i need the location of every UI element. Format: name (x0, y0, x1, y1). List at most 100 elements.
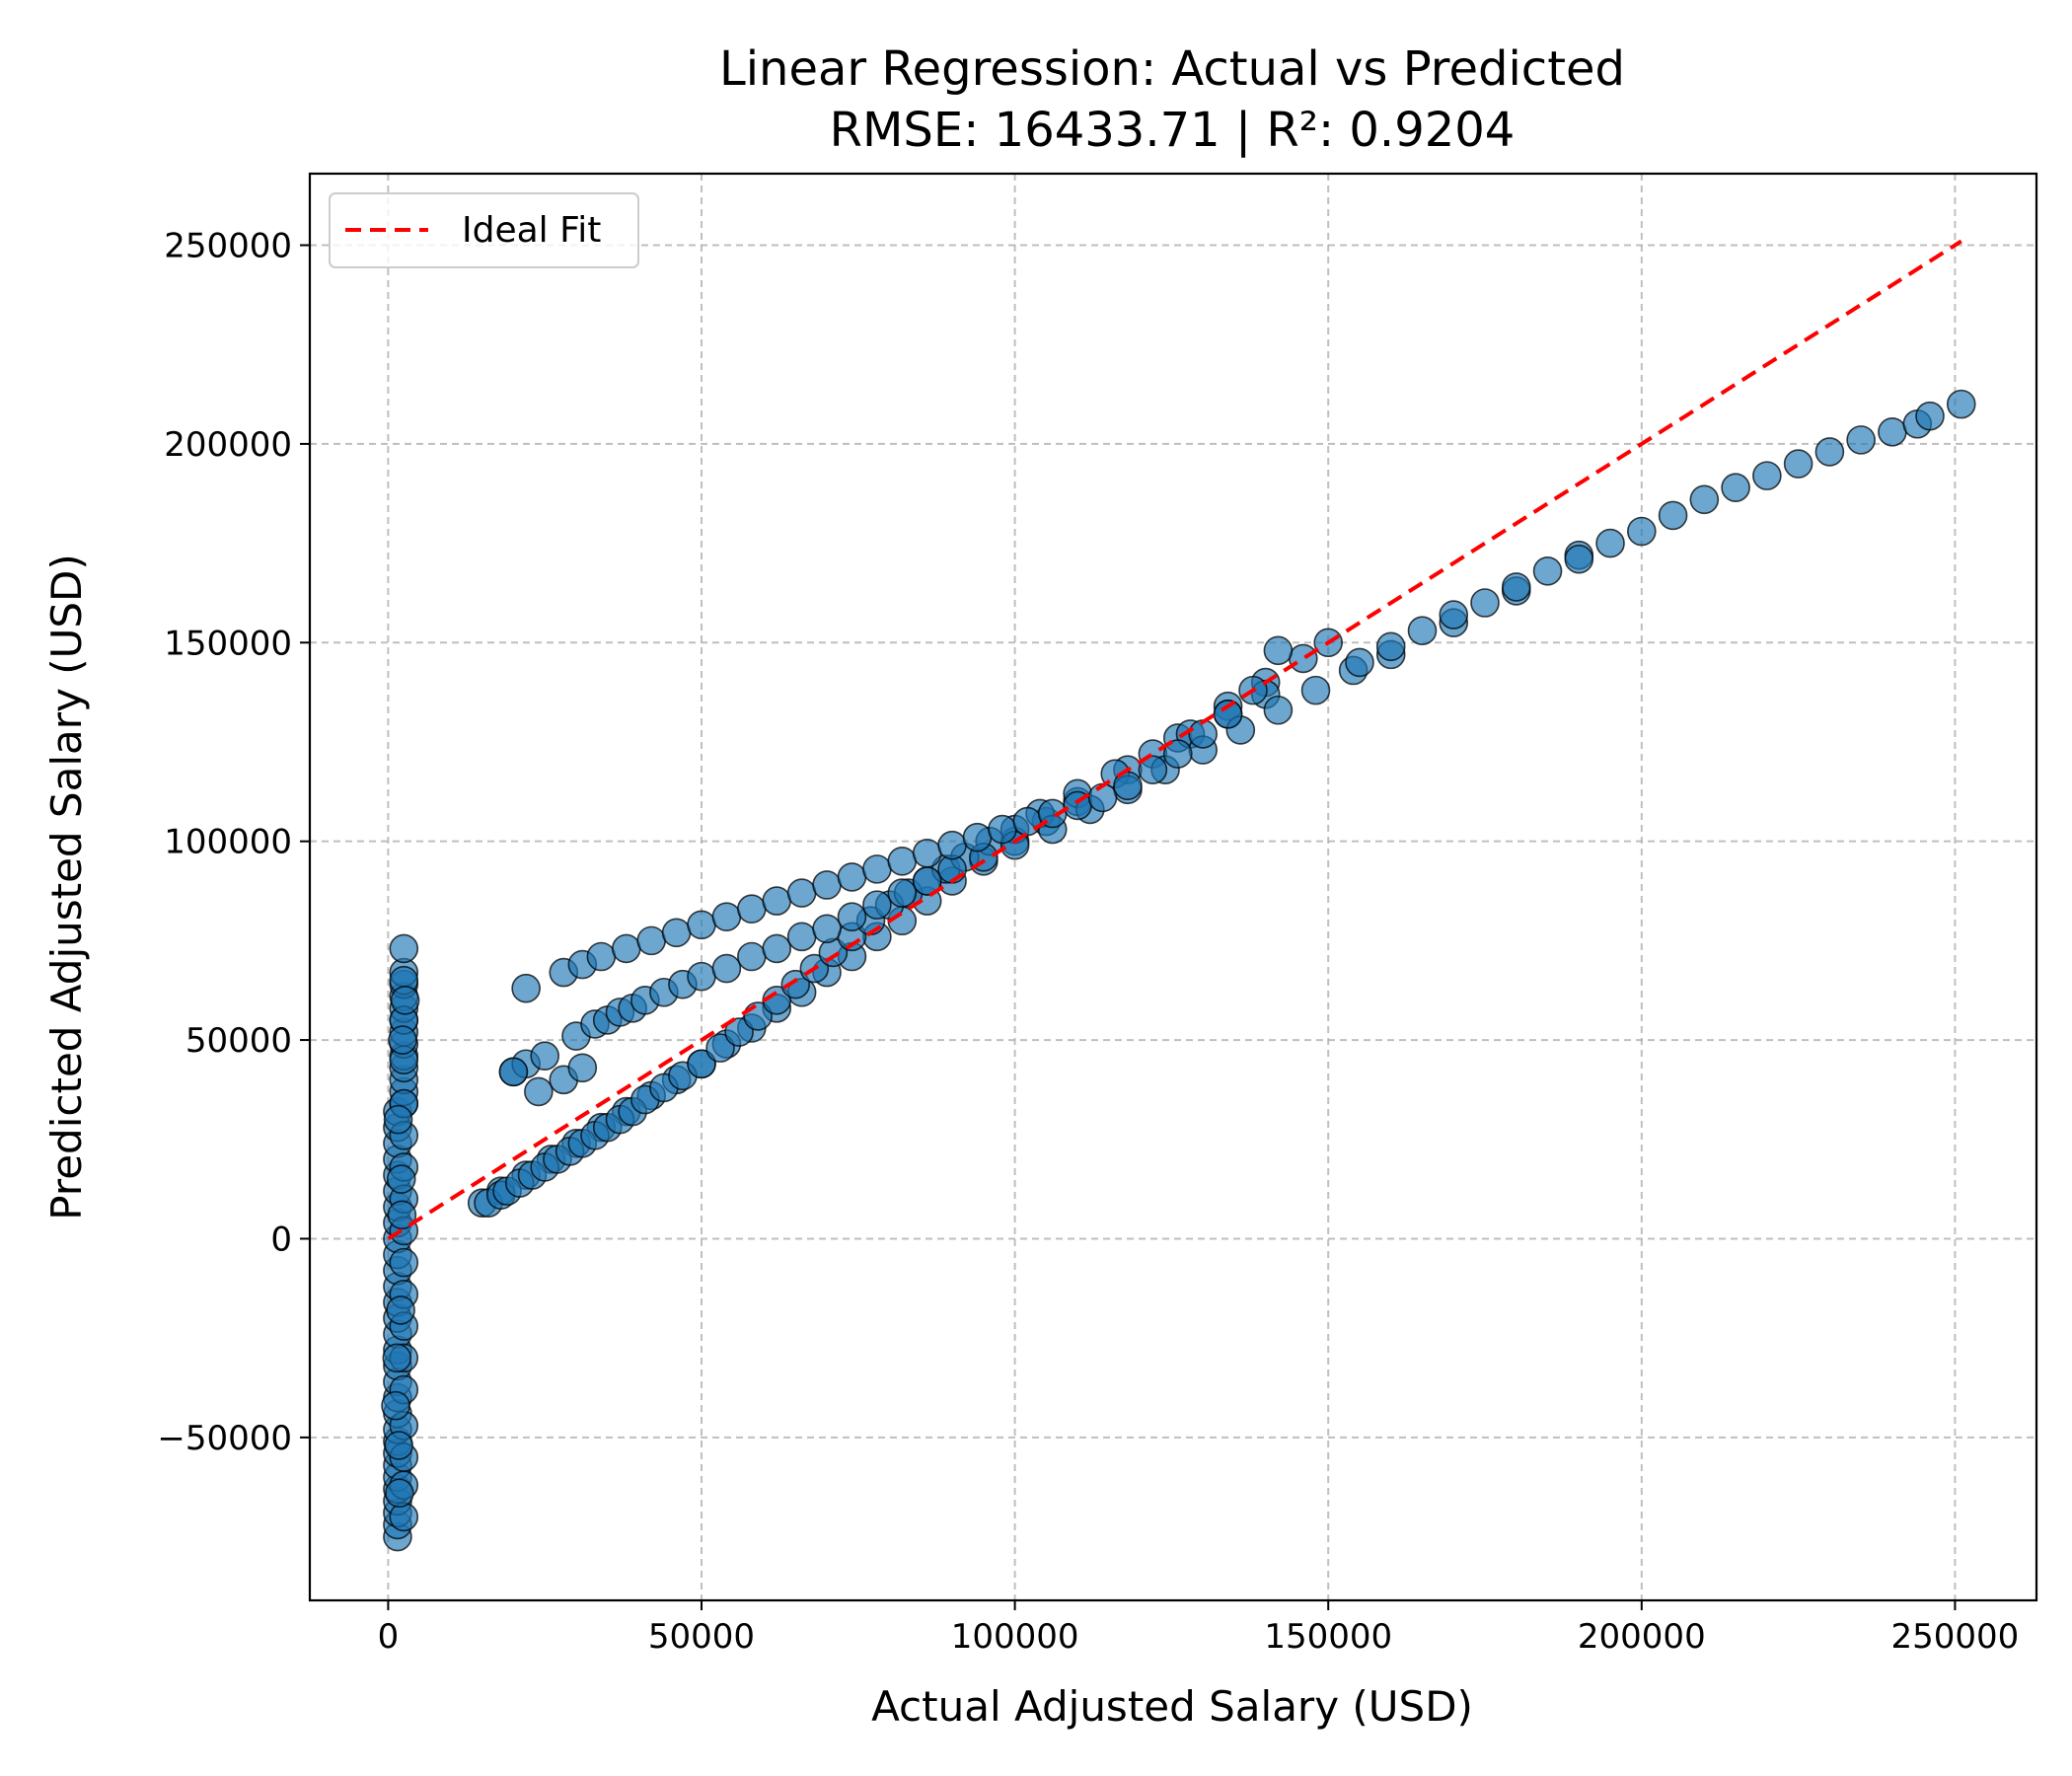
scatter-point (912, 838, 942, 868)
scatter-point (389, 1247, 419, 1278)
x-tick-label: 150000 (1264, 1617, 1392, 1657)
scatter-point (780, 969, 811, 999)
y-tick-label: 200000 (164, 425, 292, 465)
scatter-point (1162, 739, 1193, 769)
scatter-point (711, 902, 742, 932)
scatter-point (1138, 755, 1168, 784)
scatter-point (381, 1390, 410, 1421)
x-tick-label: 50000 (648, 1617, 755, 1657)
scatter-point (661, 918, 692, 948)
scatter-point (1213, 699, 1243, 729)
scatter-point (1627, 516, 1657, 547)
x-tick-label: 0 (378, 1617, 400, 1657)
scatter-point (762, 886, 792, 916)
scatter-point (737, 894, 767, 924)
scatter-point (988, 814, 1017, 845)
scatter-point (1689, 484, 1720, 515)
scatter-point (1878, 417, 1907, 447)
scatter-point (1439, 600, 1469, 629)
scatter-points (381, 389, 1976, 1552)
chart-subtitle: RMSE: 16433.71 | R²: 0.9204 (830, 103, 1516, 158)
scatter-point (687, 961, 716, 992)
x-axis-label: Actual Adjusted Salary (USD) (871, 1682, 1473, 1731)
scatter-point (383, 1104, 413, 1135)
scatter-point (498, 1057, 529, 1087)
scatter-point (705, 1033, 735, 1063)
scatter-point (737, 941, 767, 972)
legend-ideal-fit-label: Ideal Fit (462, 210, 601, 251)
x-tick-label: 100000 (951, 1617, 1079, 1657)
scatter-point (1263, 695, 1294, 725)
plot-area-frame (308, 172, 2038, 1602)
x-tick-label: 250000 (1891, 1617, 2020, 1657)
scatter-point (1721, 473, 1750, 503)
scatter-point (385, 1478, 414, 1509)
scatter-point (1564, 544, 1594, 574)
scatter-point (1532, 555, 1563, 586)
scatter-point (1946, 389, 1976, 419)
scatter-point (1658, 500, 1688, 531)
scatter-point (711, 953, 742, 984)
y-tick-label: 250000 (164, 227, 292, 266)
scatter-point (387, 1200, 417, 1230)
scatter-point (687, 910, 716, 940)
scatter-point (1814, 437, 1845, 467)
y-tick-label: 100000 (164, 823, 292, 862)
y-tick-label: 50000 (185, 1021, 292, 1061)
scatter-point (636, 925, 666, 956)
scatter-point (567, 1053, 598, 1083)
scatter-point (611, 933, 641, 964)
axis-ticks: 0 50000 100000 150000 200000 250000 −50000 0 500… (157, 227, 2019, 1657)
scatter-point (386, 1164, 416, 1194)
scatter-point (1345, 647, 1374, 678)
scatter-point (388, 1025, 417, 1055)
scatter-point (837, 902, 867, 932)
y-tick-label: 150000 (164, 624, 292, 663)
scatter-point (1470, 588, 1500, 618)
scatter-point (1595, 528, 1625, 558)
scatter-point (530, 1041, 560, 1071)
scatter-point (762, 933, 792, 964)
scatter-point (786, 922, 817, 952)
scatter-point (1263, 635, 1294, 666)
scatter-point (1846, 425, 1876, 455)
scatter-point (962, 822, 993, 852)
scatter-point (1375, 631, 1406, 662)
scatter-point (837, 862, 867, 892)
y-tick-label: −50000 (157, 1419, 292, 1458)
scatter-point (386, 1295, 415, 1325)
scatter-point (812, 914, 842, 944)
scatter-point (786, 878, 817, 908)
scatter-point (1915, 401, 1945, 431)
legend-box (329, 192, 639, 268)
scatter-point (812, 870, 842, 900)
scatter-point (382, 1343, 412, 1373)
scatter-point (1012, 806, 1043, 837)
scatter-point (1300, 675, 1331, 705)
grid-lines (310, 174, 2036, 1600)
scatter-point (887, 878, 918, 908)
legend: Ideal Fit (329, 192, 639, 268)
scatter-point (937, 830, 967, 860)
y-axis-label: Predicted Adjusted Salary (USD) (42, 554, 91, 1220)
scatter-point (862, 890, 892, 920)
scatter-point (586, 941, 617, 972)
scatter-point (1501, 572, 1531, 602)
scatter-point (390, 985, 420, 1015)
x-tick-label: 200000 (1578, 1617, 1706, 1657)
scatter-point (389, 1502, 419, 1532)
scatter-point (524, 1076, 554, 1107)
y-tick-label: 0 (270, 1220, 292, 1259)
scatter-point (1783, 449, 1813, 479)
scatter-point (384, 1431, 413, 1460)
scatter-point (862, 854, 892, 884)
scatter-point (887, 847, 918, 876)
scatter-point (389, 933, 419, 964)
scatter-point (1752, 461, 1782, 490)
scatter-point (724, 1017, 754, 1047)
chart-title: Linear Regression: Actual vs Predicted (719, 41, 1625, 97)
scatter-point (511, 973, 541, 1003)
scatter-point (687, 1049, 716, 1079)
scatter-point (1407, 616, 1438, 646)
